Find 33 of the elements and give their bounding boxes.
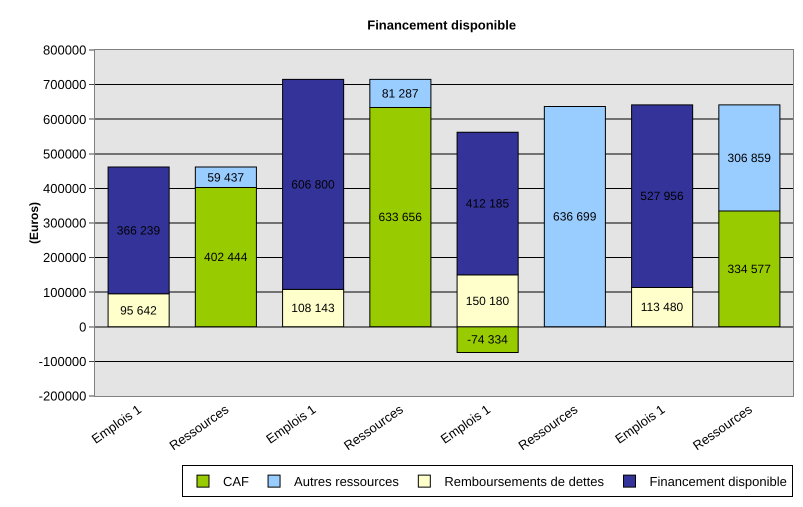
y-tick-label: 800000 — [43, 42, 86, 58]
y-tick-label: 600000 — [43, 112, 86, 127]
data-label: 306 859 — [728, 150, 772, 165]
y-tick-label: 0 — [79, 319, 86, 334]
y-tick-label: 500000 — [43, 146, 86, 162]
data-label: 108 143 — [291, 301, 335, 316]
y-tick-label: 300000 — [43, 216, 86, 231]
legend-label: Financement disponible — [650, 474, 787, 490]
data-label: 636 699 — [553, 210, 597, 224]
y-tick-label: 400000 — [43, 180, 86, 196]
legend-label: CAF — [223, 474, 250, 490]
data-label: 59 437 — [207, 170, 244, 184]
data-label: -74 334 — [467, 332, 508, 347]
data-label: 402 444 — [204, 250, 248, 264]
legend-label: Autres ressources — [294, 474, 400, 490]
data-label: 366 239 — [116, 223, 160, 238]
data-label: 95 642 — [120, 303, 158, 318]
y-axis-title: (Euros) — [27, 202, 42, 244]
data-label: 633 656 — [378, 210, 422, 224]
y-tick-label: 200000 — [43, 250, 86, 266]
legend-label: Remboursements de dettes — [444, 474, 605, 490]
y-tick-label: 700000 — [43, 77, 86, 92]
data-label: 412 185 — [466, 196, 510, 211]
y-tick-label: -100000 — [38, 354, 86, 369]
data-label: 150 180 — [466, 294, 510, 308]
data-label: 81 287 — [382, 86, 419, 100]
data-label: 527 956 — [640, 189, 684, 204]
data-label: 606 800 — [291, 177, 335, 192]
chart-title: Financement disponible — [367, 17, 516, 32]
y-tick-label: -200000 — [38, 388, 86, 404]
data-label: 113 480 — [640, 300, 684, 314]
y-tick-label: 100000 — [43, 284, 86, 300]
data-label: 334 577 — [728, 262, 772, 276]
